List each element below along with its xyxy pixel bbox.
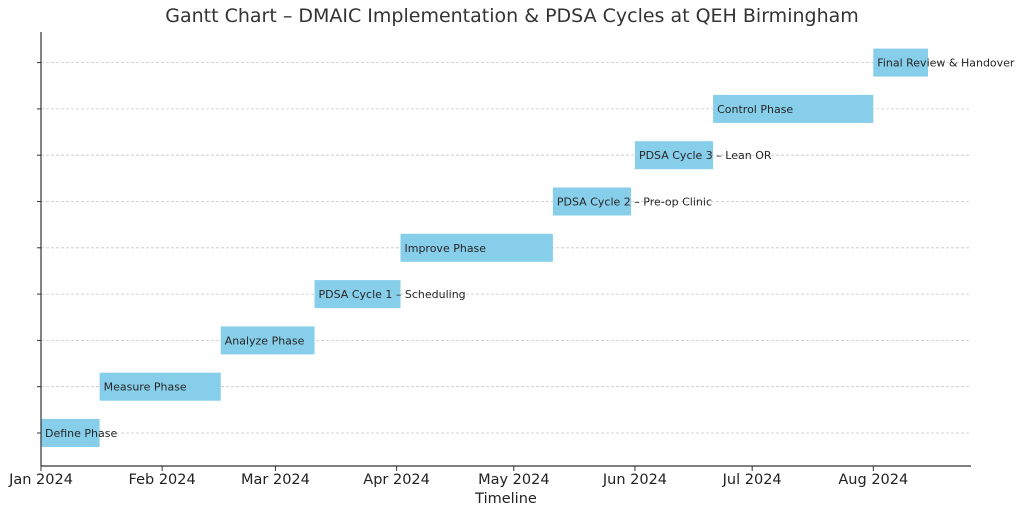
x-tick-label: Aug 2024 bbox=[838, 472, 908, 488]
task-label: PDSA Cycle 3 – Lean OR bbox=[639, 149, 772, 162]
axes: Jan 2024 Feb 2024 Mar 2024 Apr 2024 May 2024… bbox=[8, 32, 971, 488]
task-bar bbox=[552, 187, 632, 216]
task-label: Improve Phase bbox=[404, 242, 486, 255]
task-label: PDSA Cycle 1 – Scheduling bbox=[319, 288, 466, 301]
x-tick-label: Apr 2024 bbox=[363, 472, 430, 488]
task-label: Final Review & Handover bbox=[877, 57, 1015, 70]
task-bar bbox=[873, 48, 929, 77]
task-bar bbox=[314, 280, 401, 309]
task-label: Measure Phase bbox=[104, 381, 187, 394]
task-bar bbox=[41, 419, 100, 447]
x-tick-label: Jun 2024 bbox=[602, 472, 667, 488]
task-label: Analyze Phase bbox=[225, 334, 305, 347]
task-bar bbox=[99, 372, 221, 401]
task-label: Control Phase bbox=[717, 103, 793, 116]
task-label: PDSA Cycle 2 – Pre-op Clinic bbox=[557, 196, 712, 209]
task-bar bbox=[400, 233, 553, 262]
task-bar bbox=[220, 326, 315, 355]
x-tick-label: May 2024 bbox=[478, 472, 550, 488]
task-label: Define Phase bbox=[45, 427, 117, 440]
x-tick-label: Mar 2024 bbox=[241, 472, 310, 488]
task-bars: Define Phase Measure Phase Analyze Phase PD… bbox=[41, 48, 1015, 447]
x-tick-label: Jan 2024 bbox=[8, 472, 73, 488]
x-tick-label: Feb 2024 bbox=[129, 472, 196, 488]
task-bar bbox=[634, 141, 714, 170]
chart-title: Gantt Chart – DMAIC Implementation & PDS… bbox=[165, 5, 859, 27]
x-tick-label: Jul 2024 bbox=[722, 472, 782, 488]
x-axis-title: Timeline bbox=[474, 491, 537, 507]
task-bar bbox=[713, 94, 874, 123]
